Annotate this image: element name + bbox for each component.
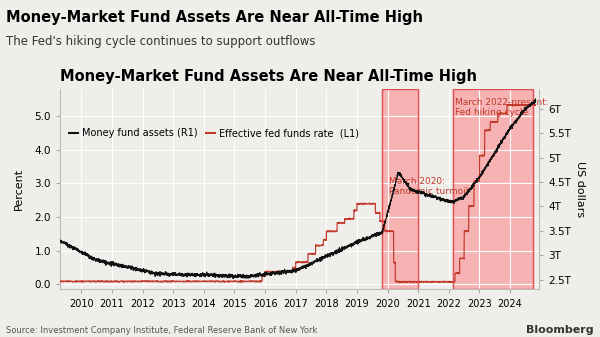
Text: The Fed's hiking cycle continues to support outflows: The Fed's hiking cycle continues to supp… [6, 35, 316, 49]
Text: Source: Investment Company Institute, Federal Reserve Bank of New York: Source: Investment Company Institute, Fe… [6, 326, 317, 335]
Y-axis label: US dollars: US dollars [575, 161, 585, 217]
Bar [454, 89, 533, 289]
Legend: Money fund assets (R1), Effective fed funds rate  (L1): Money fund assets (R1), Effective fed fu… [65, 124, 363, 142]
Text: March 2020:
Pandemic turmoil: March 2020: Pandemic turmoil [389, 177, 469, 196]
Text: March 2022-present:
Fed hiking cycle: March 2022-present: Fed hiking cycle [455, 98, 548, 117]
Text: Money-Market Fund Assets Are Near All-Time High: Money-Market Fund Assets Are Near All-Ti… [60, 69, 477, 84]
Text: Money-Market Fund Assets Are Near All-Time High: Money-Market Fund Assets Are Near All-Ti… [6, 10, 423, 25]
Bar [382, 89, 418, 289]
Text: Bloomberg: Bloomberg [526, 325, 594, 335]
Bar [382, 89, 418, 289]
Y-axis label: Percent: Percent [14, 168, 24, 210]
Bar [454, 89, 533, 289]
